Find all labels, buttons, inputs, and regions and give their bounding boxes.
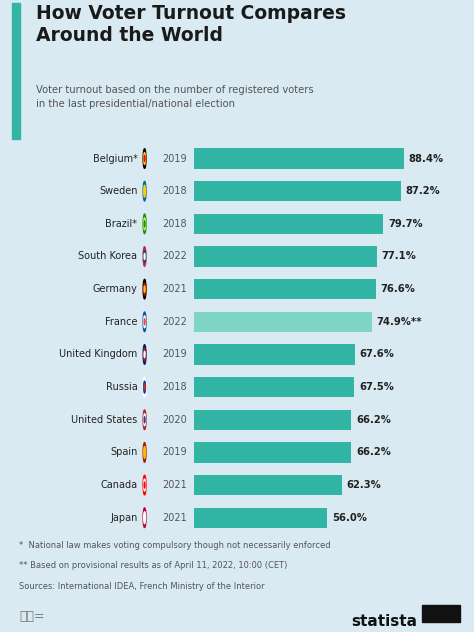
Circle shape [143, 475, 146, 495]
Bar [194, 312, 372, 332]
Text: South Korea: South Korea [79, 252, 137, 262]
Circle shape [143, 181, 146, 201]
Circle shape [144, 479, 146, 491]
Circle shape [143, 344, 146, 364]
Circle shape [144, 349, 146, 360]
Text: Germany: Germany [92, 284, 137, 294]
Text: Voter turnout based on the number of registered voters
in the last presidential/: Voter turnout based on the number of reg… [36, 85, 313, 109]
Circle shape [143, 410, 146, 430]
Text: 79.7%: 79.7% [388, 219, 423, 229]
Circle shape [143, 246, 146, 266]
Text: 67.5%: 67.5% [359, 382, 394, 392]
Text: Sweden: Sweden [99, 186, 137, 196]
Text: 2021: 2021 [163, 480, 187, 490]
Text: 2021: 2021 [163, 284, 187, 294]
Circle shape [144, 221, 145, 227]
Text: Ⓒⓘ=: Ⓒⓘ= [19, 611, 45, 623]
Text: France: France [105, 317, 137, 327]
Text: Japan: Japan [110, 513, 137, 523]
Text: 2020: 2020 [163, 415, 187, 425]
Circle shape [144, 417, 145, 423]
Text: 2018: 2018 [163, 382, 187, 392]
Circle shape [144, 351, 145, 357]
Text: Belgium*: Belgium* [92, 154, 137, 164]
Circle shape [143, 508, 146, 528]
Text: 62.3%: 62.3% [347, 480, 382, 490]
Text: Brazil*: Brazil* [105, 219, 137, 229]
Circle shape [144, 384, 145, 390]
Text: 74.9%**: 74.9%** [376, 317, 422, 327]
Circle shape [144, 447, 146, 458]
Circle shape [143, 377, 146, 397]
Circle shape [143, 312, 146, 332]
Bar [194, 377, 354, 398]
Bar [422, 605, 460, 622]
Text: 2021: 2021 [163, 513, 187, 523]
Circle shape [144, 155, 145, 161]
Text: 2022: 2022 [163, 252, 187, 262]
Bar [194, 410, 351, 430]
Circle shape [144, 414, 146, 425]
Bar [194, 214, 383, 234]
Circle shape [143, 149, 146, 168]
Text: United States: United States [71, 415, 137, 425]
Bar [194, 246, 377, 267]
Text: Canada: Canada [100, 480, 137, 490]
Circle shape [143, 214, 146, 234]
Text: 56.0%: 56.0% [332, 513, 367, 523]
Circle shape [144, 185, 146, 197]
Circle shape [144, 512, 146, 523]
Text: Spain: Spain [110, 447, 137, 458]
Bar [194, 475, 342, 495]
Text: 2019: 2019 [163, 349, 187, 360]
Text: United Kingdom: United Kingdom [59, 349, 137, 360]
Bar [194, 344, 355, 365]
Circle shape [144, 482, 145, 488]
Circle shape [144, 153, 146, 164]
Bar [194, 181, 401, 202]
Bar [12, 3, 20, 140]
Circle shape [144, 381, 146, 393]
Text: 77.1%: 77.1% [382, 252, 417, 262]
Circle shape [144, 218, 146, 229]
Text: How Voter Turnout Compares
Around the World: How Voter Turnout Compares Around the Wo… [36, 4, 346, 46]
Text: 2022: 2022 [163, 317, 187, 327]
Bar [194, 507, 327, 528]
Text: 67.6%: 67.6% [359, 349, 394, 360]
Text: Russia: Russia [106, 382, 137, 392]
Text: statista: statista [351, 614, 417, 629]
Text: 66.2%: 66.2% [356, 447, 391, 458]
Text: 87.2%: 87.2% [406, 186, 440, 196]
Text: ** Based on provisional results as of April 11, 2022, 10:00 (CET): ** Based on provisional results as of Ap… [19, 561, 287, 571]
Text: 2019: 2019 [163, 154, 187, 164]
Text: 2018: 2018 [163, 186, 187, 196]
Bar [194, 149, 404, 169]
Text: *  National law makes voting compulsory though not necessarily enforced: * National law makes voting compulsory t… [19, 541, 330, 550]
Text: 76.6%: 76.6% [381, 284, 416, 294]
Text: 66.2%: 66.2% [356, 415, 391, 425]
Circle shape [144, 319, 145, 325]
Bar [194, 442, 351, 463]
Circle shape [144, 283, 146, 295]
Circle shape [144, 253, 145, 259]
Circle shape [143, 279, 146, 299]
Circle shape [144, 251, 146, 262]
Circle shape [144, 286, 145, 292]
Text: 88.4%: 88.4% [409, 154, 444, 164]
Text: 2019: 2019 [163, 447, 187, 458]
Bar [194, 279, 376, 300]
Circle shape [143, 442, 146, 462]
Text: 2018: 2018 [163, 219, 187, 229]
Text: Sources: International IDEA, French Ministry of the Interior: Sources: International IDEA, French Mini… [19, 582, 264, 591]
Circle shape [144, 316, 146, 327]
